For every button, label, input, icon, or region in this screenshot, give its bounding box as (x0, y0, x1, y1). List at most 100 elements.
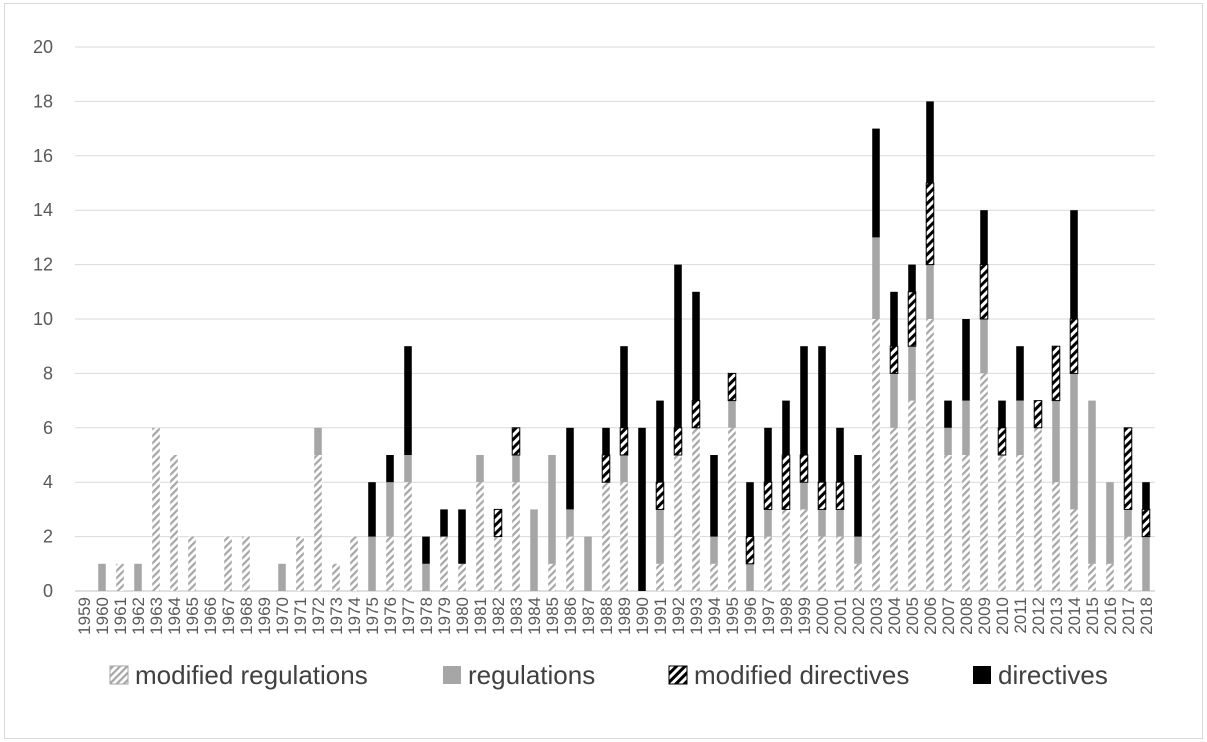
bar-regulations-2000 (818, 509, 826, 537)
bar-directives-2018 (1142, 482, 1150, 510)
bar-modified-regulations-1977 (404, 482, 412, 591)
x-tick-label: 1974 (345, 597, 364, 635)
bar-modified-regulations-2017 (1124, 536, 1132, 591)
x-tick-label: 2010 (993, 597, 1012, 635)
bar-directives-1993 (692, 291, 700, 401)
x-tick-label: 2012 (1029, 597, 1048, 635)
bar-directives-2005 (908, 264, 916, 292)
y-tick-label: 18 (33, 91, 53, 111)
y-tick-label: 4 (43, 472, 53, 492)
bar-modified-directives-1998 (781, 454, 791, 510)
x-tick-label: 2018 (1137, 597, 1156, 635)
chart-frame (4, 3, 1203, 739)
bar-regulations-1962 (134, 563, 142, 591)
bar-modified-regulations-2010 (998, 455, 1006, 591)
bar-regulations-2009 (980, 319, 988, 374)
bar-regulations-2001 (836, 509, 844, 537)
bar-regulations-1985 (548, 455, 556, 564)
bar-modified-regulations-2001 (836, 536, 844, 591)
bar-modified-regulations-1979 (440, 536, 448, 591)
bar-modified-regulations-1961 (116, 563, 124, 591)
bar-modified-regulations-2006 (926, 319, 934, 591)
x-tick-label: 2013 (1047, 597, 1066, 635)
bar-modified-regulations-1988 (602, 482, 610, 591)
bar-directives-1990 (638, 427, 646, 591)
x-tick-label: 1979 (435, 597, 454, 635)
bar-modified-regulations-1999 (800, 509, 808, 591)
bar-modified-directives-1988 (601, 454, 611, 483)
bar-modified-regulations-2012 (1034, 427, 1042, 591)
bar-directives-2000 (818, 346, 826, 483)
gridlines (75, 46, 1155, 592)
x-tick-label: 1983 (507, 597, 526, 635)
x-tick-label: 2003 (867, 597, 886, 635)
y-tick-label: 2 (43, 527, 53, 547)
x-tick-label: 2005 (903, 597, 922, 635)
bar-regulations-2002 (854, 536, 862, 564)
x-tick-label: 1997 (759, 597, 778, 635)
x-tick-label: 1972 (309, 597, 328, 635)
bars (98, 101, 1151, 591)
x-tick-label: 2001 (831, 597, 850, 635)
bar-modified-directives-2005 (907, 291, 917, 347)
bar-modified-regulations-2011 (1016, 455, 1024, 591)
bar-regulations-1999 (800, 482, 808, 510)
bar-regulations-1983 (512, 455, 520, 483)
bar-modified-directives-2006 (925, 182, 935, 266)
bar-modified-directives-1997 (763, 481, 773, 510)
bar-directives-1991 (656, 400, 664, 483)
y-tick-label: 0 (43, 581, 53, 601)
y-tick-label: 20 (33, 37, 53, 57)
bar-modified-regulations-1965 (188, 536, 196, 591)
bar-regulations-1989 (620, 455, 628, 483)
x-tick-label: 1985 (543, 597, 562, 635)
legend-swatch-directives (973, 666, 991, 684)
x-tick-label: 1964 (165, 597, 184, 635)
bar-modified-regulations-1993 (692, 427, 700, 591)
bar-directives-2010 (998, 400, 1006, 428)
bar-directives-2001 (836, 427, 844, 483)
bar-regulations-1976 (386, 482, 394, 537)
bar-modified-regulations-2009 (980, 373, 988, 591)
x-tick-label: 1976 (381, 597, 400, 635)
bar-modified-regulations-2003 (872, 319, 880, 591)
bar-directives-1999 (800, 346, 808, 455)
x-tick-label: 1994 (705, 597, 724, 635)
bar-modified-directives-2004 (889, 345, 899, 374)
bar-directives-2009 (980, 210, 988, 265)
bar-modified-regulations-1971 (296, 536, 304, 591)
y-tick-label: 16 (33, 146, 53, 166)
bar-regulations-2014 (1070, 373, 1078, 510)
bar-directives-2002 (854, 455, 862, 537)
bar-modified-directives-1982 (493, 508, 503, 538)
bar-modified-directives-2001 (835, 481, 845, 510)
bar-regulations-2011 (1016, 400, 1024, 455)
bar-directives-1996 (746, 482, 754, 537)
bar-modified-regulations-1997 (764, 536, 772, 591)
x-tick-label: 2008 (957, 597, 976, 635)
bar-directives-2007 (944, 400, 952, 428)
bar-directives-2014 (1070, 210, 1078, 319)
bar-regulations-2017 (1124, 509, 1132, 537)
bar-modified-regulations-1983 (512, 482, 520, 591)
legend-label-directives: directives (998, 660, 1108, 690)
bar-directives-2006 (926, 101, 934, 183)
bar-modified-regulations-2008 (962, 455, 970, 591)
bar-directives-1988 (602, 427, 610, 455)
x-tick-label: 1966 (201, 597, 220, 635)
x-tick-label: 1959 (75, 597, 94, 635)
bar-directives-1998 (782, 400, 790, 455)
x-tick-label: 1990 (633, 597, 652, 635)
x-tick-label: 1986 (561, 597, 580, 635)
bar-regulations-1970 (278, 563, 286, 591)
bar-regulations-2004 (890, 373, 898, 428)
bar-regulations-1986 (566, 509, 574, 537)
bar-directives-1989 (620, 346, 628, 428)
bar-directives-1994 (710, 455, 718, 537)
bar-modified-regulations-1986 (566, 536, 574, 591)
x-tick-label: 1996 (741, 597, 760, 635)
x-tick-label: 2002 (849, 597, 868, 635)
legend: modified regulations regulations modified … (109, 660, 1108, 690)
y-tick-label: 14 (33, 200, 53, 220)
x-tick-label: 2007 (939, 597, 958, 635)
